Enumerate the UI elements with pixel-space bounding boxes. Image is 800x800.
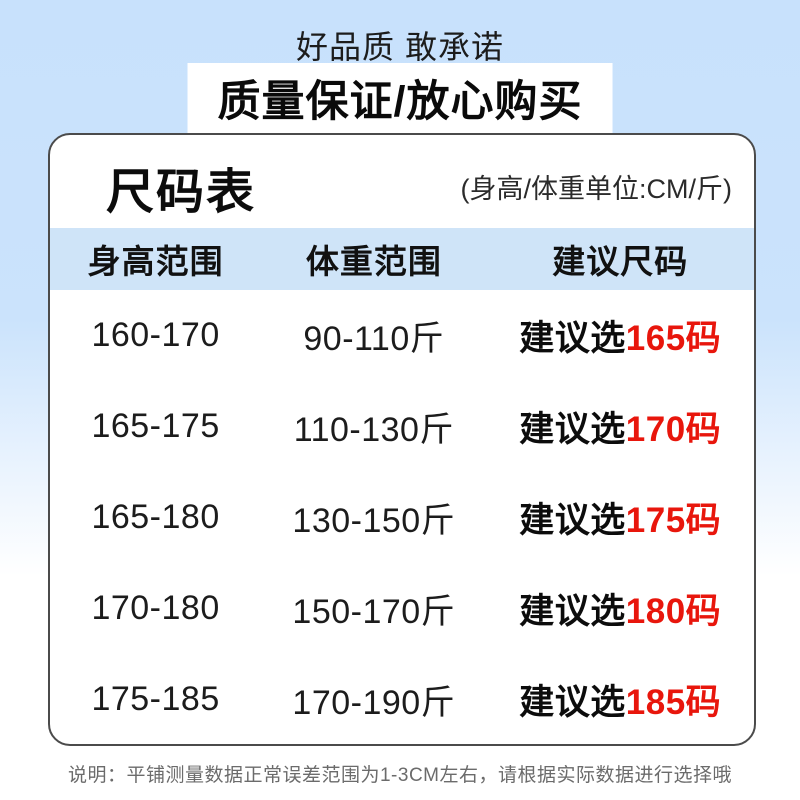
column-header-height: 身高范围 (87, 243, 224, 280)
advice-prefix: 建议选 (519, 592, 626, 631)
measurement-note: 说明：平铺测量数据正常误差范围为1-3CM左右，请根据实际数据进行选择哦 (67, 765, 732, 786)
table-row: 175-185 170-190斤 建议选185码 (50, 654, 754, 744)
size-advice-cell: 建议选180码 (486, 583, 754, 634)
weight-range-cell: 110-130斤 (293, 411, 454, 449)
table-row: 170-180 150-170斤 建议选180码 (50, 563, 754, 654)
weight-range-cell: 130-150斤 (292, 502, 456, 540)
table-row: 165-180 130-150斤 建议选175码 (50, 472, 754, 563)
weight-range-cell: 90-110斤 (303, 320, 445, 358)
size-advice-cell: 建议选175码 (486, 492, 754, 543)
advice-prefix: 建议选 (519, 319, 626, 358)
height-range-cell: 165-175 (91, 407, 220, 445)
weight-range-cell: 150-170斤 (292, 593, 456, 631)
advice-prefix: 建议选 (519, 501, 626, 540)
advice-size: 170码 (625, 410, 722, 449)
table-row: 160-170 90-110斤 建议选165码 (50, 290, 754, 381)
weight-range-cell: 170-190斤 (292, 684, 456, 722)
size-chart-title: 尺码表 (106, 165, 257, 219)
advice-size: 185码 (625, 683, 722, 722)
height-range-cell: 170-180 (91, 589, 220, 627)
size-advice-cell: 建议选165码 (486, 310, 754, 361)
size-advice-cell: 建议选185码 (486, 674, 754, 725)
quality-guarantee-text: 质量保证/放心购买 (217, 78, 583, 126)
column-header-weight: 体重范围 (305, 243, 442, 280)
unit-note: (身高/体重单位:CM/斤) (460, 174, 732, 204)
column-header-size: 建议尺码 (552, 243, 689, 280)
advice-prefix: 建议选 (519, 410, 626, 449)
advice-size: 175码 (625, 501, 722, 540)
advice-size: 165码 (625, 319, 722, 358)
size-chart-header: 尺码表 (身高/体重单位:CM/斤) (50, 135, 754, 228)
quality-tagline: 好品质 敢承诺 (296, 29, 504, 65)
size-chart-card: 尺码表 (身高/体重单位:CM/斤) 身高范围 体重范围 建议尺码 160-17… (48, 133, 756, 746)
advice-size: 180码 (625, 592, 722, 631)
size-advice-cell: 建议选170码 (486, 401, 754, 452)
height-range-cell: 175-185 (91, 680, 220, 718)
advice-prefix: 建议选 (519, 683, 626, 722)
table-header-row: 身高范围 体重范围 建议尺码 (50, 228, 754, 290)
quality-guarantee-banner: 质量保证/放心购买 (187, 63, 613, 135)
table-row: 165-175 110-130斤 建议选170码 (50, 381, 754, 472)
height-range-cell: 160-170 (91, 316, 220, 354)
height-range-cell: 165-180 (91, 498, 220, 536)
